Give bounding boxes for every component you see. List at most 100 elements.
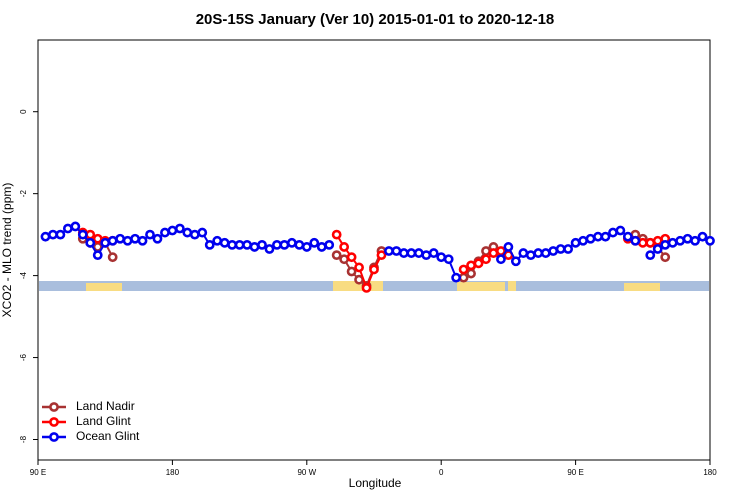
y-tick-label: -8 [19,435,28,443]
data-point [331,229,342,240]
data-point [55,229,66,240]
data-point [346,266,357,277]
data-point [391,246,402,256]
data-point [174,223,185,234]
data-point [242,239,252,250]
data-point [137,235,148,246]
x-tick-label: 180 [703,468,717,477]
land-patch [508,281,516,291]
data-point [398,248,409,258]
y-tick-label: -2 [19,190,28,198]
data-point [227,239,238,250]
data-point [570,237,581,248]
data-point [630,235,641,246]
data-point [585,233,596,244]
data-point [145,229,155,240]
land-patch [457,282,505,291]
data-point [92,233,103,244]
data-point [219,237,230,248]
data-point [481,254,491,265]
data-point [369,264,379,275]
data-point [264,244,275,254]
data-point [682,233,693,244]
legend-label: Ocean Glint [76,429,140,443]
data-point [100,237,111,248]
data-point [182,227,193,238]
chart-title: 20S-15S January (Ver 10) 2015-01-01 to 2… [196,11,555,28]
data-point [466,268,476,279]
data-point [189,229,200,240]
data-point [652,235,663,246]
land-patch [86,283,122,291]
data-point [257,239,267,250]
data-point [279,239,290,250]
data-point [406,248,417,258]
land-patch [624,283,660,291]
data-point [458,264,469,275]
data-point [204,239,215,250]
data-point [578,235,588,246]
data-point [555,244,566,254]
y-tick-label: -6 [19,353,28,361]
data-point [637,237,648,248]
data-point [92,250,103,261]
data-point [600,231,611,242]
data-point [309,237,320,248]
data-point [272,239,282,250]
data-point [48,229,58,240]
data-point [593,231,603,242]
data-point [40,231,51,242]
data-point [107,252,118,263]
data-point [107,235,118,246]
data-point [301,242,312,252]
data-point [197,227,208,238]
data-point [85,237,96,248]
x-tick-label: 90 W [297,468,316,477]
data-point [458,272,469,283]
legend-marker [49,402,59,412]
plot-frame [37,39,711,461]
data-point [122,235,133,246]
data-point [540,248,551,258]
data-point [152,233,163,244]
data-point [376,250,387,261]
data-point [481,246,491,256]
data-point [496,254,506,265]
data-point [384,246,394,256]
x-axis-label: Longitude [349,476,402,490]
data-point [705,235,715,246]
data-point [354,262,364,273]
data-point [212,235,223,246]
y-axis-label: XCO2 - MLO trend (ppm) [0,183,14,318]
data-point [428,248,439,258]
x-tick-label: 90 E [567,468,583,477]
data-point [548,246,559,256]
data-point [660,239,671,250]
data-point [339,242,350,252]
data-point [690,235,700,246]
data-point [645,237,656,248]
data-point [608,227,618,238]
data-point [451,272,462,283]
data-point [518,248,529,258]
data-point [130,233,140,244]
data-point [652,244,663,254]
land-patch [333,281,383,291]
data-point [77,229,88,240]
data-point [346,252,357,263]
data-point [563,244,574,254]
data-point [62,223,73,234]
land-ocean-strip [39,281,709,291]
data-point [294,239,305,250]
legend-label: Land Nadir [76,399,135,413]
data-point [660,252,671,263]
data-point [466,260,476,271]
data-point [70,221,81,232]
data-point [286,237,297,248]
x-tick-label: 0 [439,468,444,477]
data-point [533,248,544,258]
data-point [167,225,178,236]
y-tick-label: 0 [19,109,28,114]
legend-marker [49,432,59,442]
